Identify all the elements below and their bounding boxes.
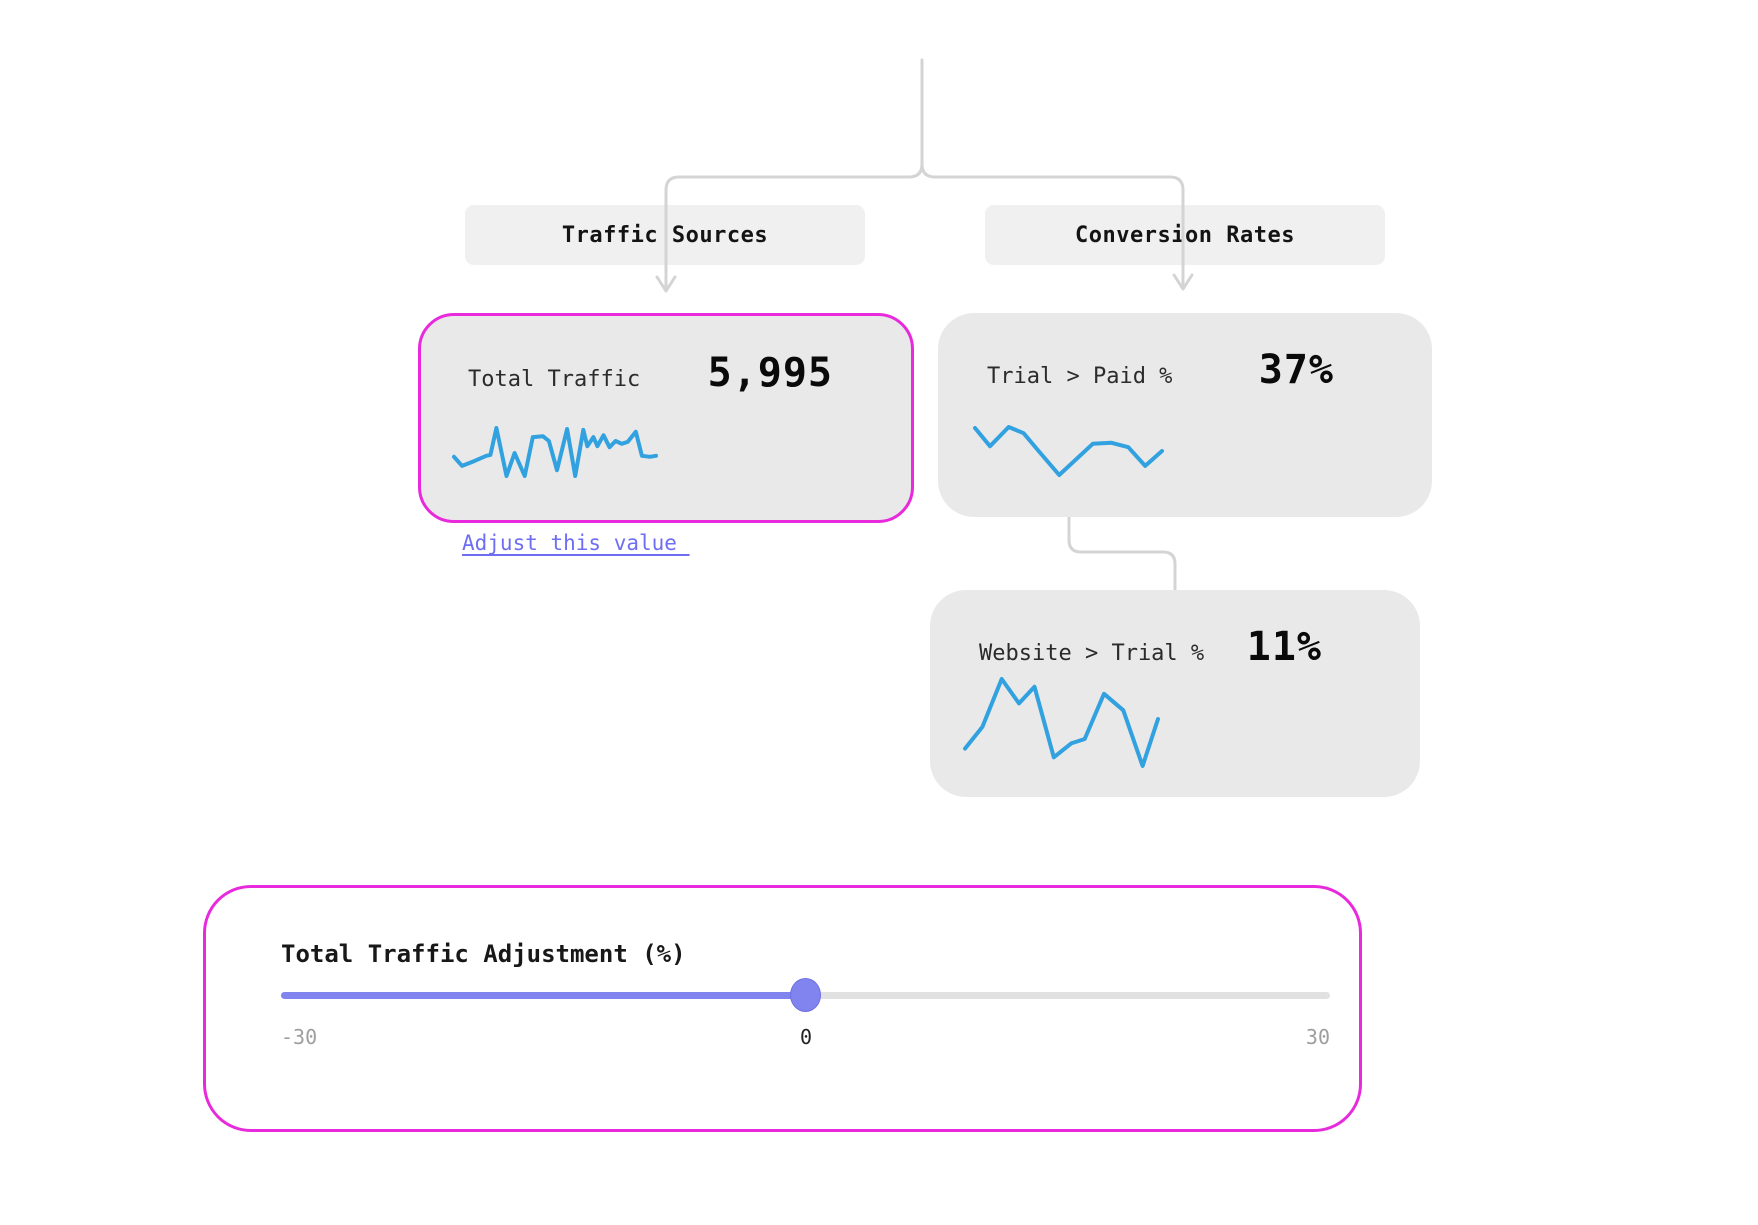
metric-card-total-traffic[interactable]: Total Traffic 5,995 (418, 313, 914, 523)
metric-label: Total Traffic (468, 367, 641, 392)
metric-card-trial-paid[interactable]: Trial > Paid % 37% (938, 313, 1432, 517)
sparkline-line (963, 677, 1160, 768)
sparkline-line (973, 425, 1164, 477)
panel-title: Total Traffic Adjustment (%) (281, 940, 686, 968)
metric-value: 37% (1258, 347, 1334, 393)
adjust-value-link[interactable]: Adjust this value (462, 531, 690, 555)
slider-min-label: -30 (281, 1025, 318, 1049)
slider-max-label: 30 (1305, 1025, 1330, 1049)
slider-value-label: 0 (799, 1025, 813, 1049)
branch-label-text: Traffic Sources (561, 222, 769, 248)
slider-thumb[interactable] (790, 978, 821, 1012)
metric-value: 11% (1246, 624, 1322, 670)
branch-label-text: Conversion Rates (1075, 222, 1295, 248)
sparkline-chart (963, 677, 1160, 768)
sparkline-chart (973, 425, 1164, 477)
branch-label-conversion-rates: Conversion Rates (985, 205, 1385, 265)
sparkline-line (452, 426, 658, 478)
slider-fill (281, 992, 806, 999)
metric-row: Total Traffic 5,995 (421, 350, 911, 396)
metric-card-website-trial[interactable]: Website > Trial % 11% (930, 590, 1420, 797)
sparkline-chart (452, 426, 658, 478)
branch-label-traffic-sources: Traffic Sources (465, 205, 865, 265)
trial-to-website-connector (1067, 515, 1177, 592)
metric-row: Trial > Paid % 37% (938, 347, 1432, 393)
metric-label: Website > Trial % (979, 641, 1205, 666)
metric-value: 5,995 (707, 350, 833, 396)
metric-label: Trial > Paid % (987, 364, 1173, 389)
metric-row: Website > Trial % 11% (930, 624, 1420, 670)
adjustment-panel: Total Traffic Adjustment (%) -30 0 30 (203, 885, 1362, 1132)
